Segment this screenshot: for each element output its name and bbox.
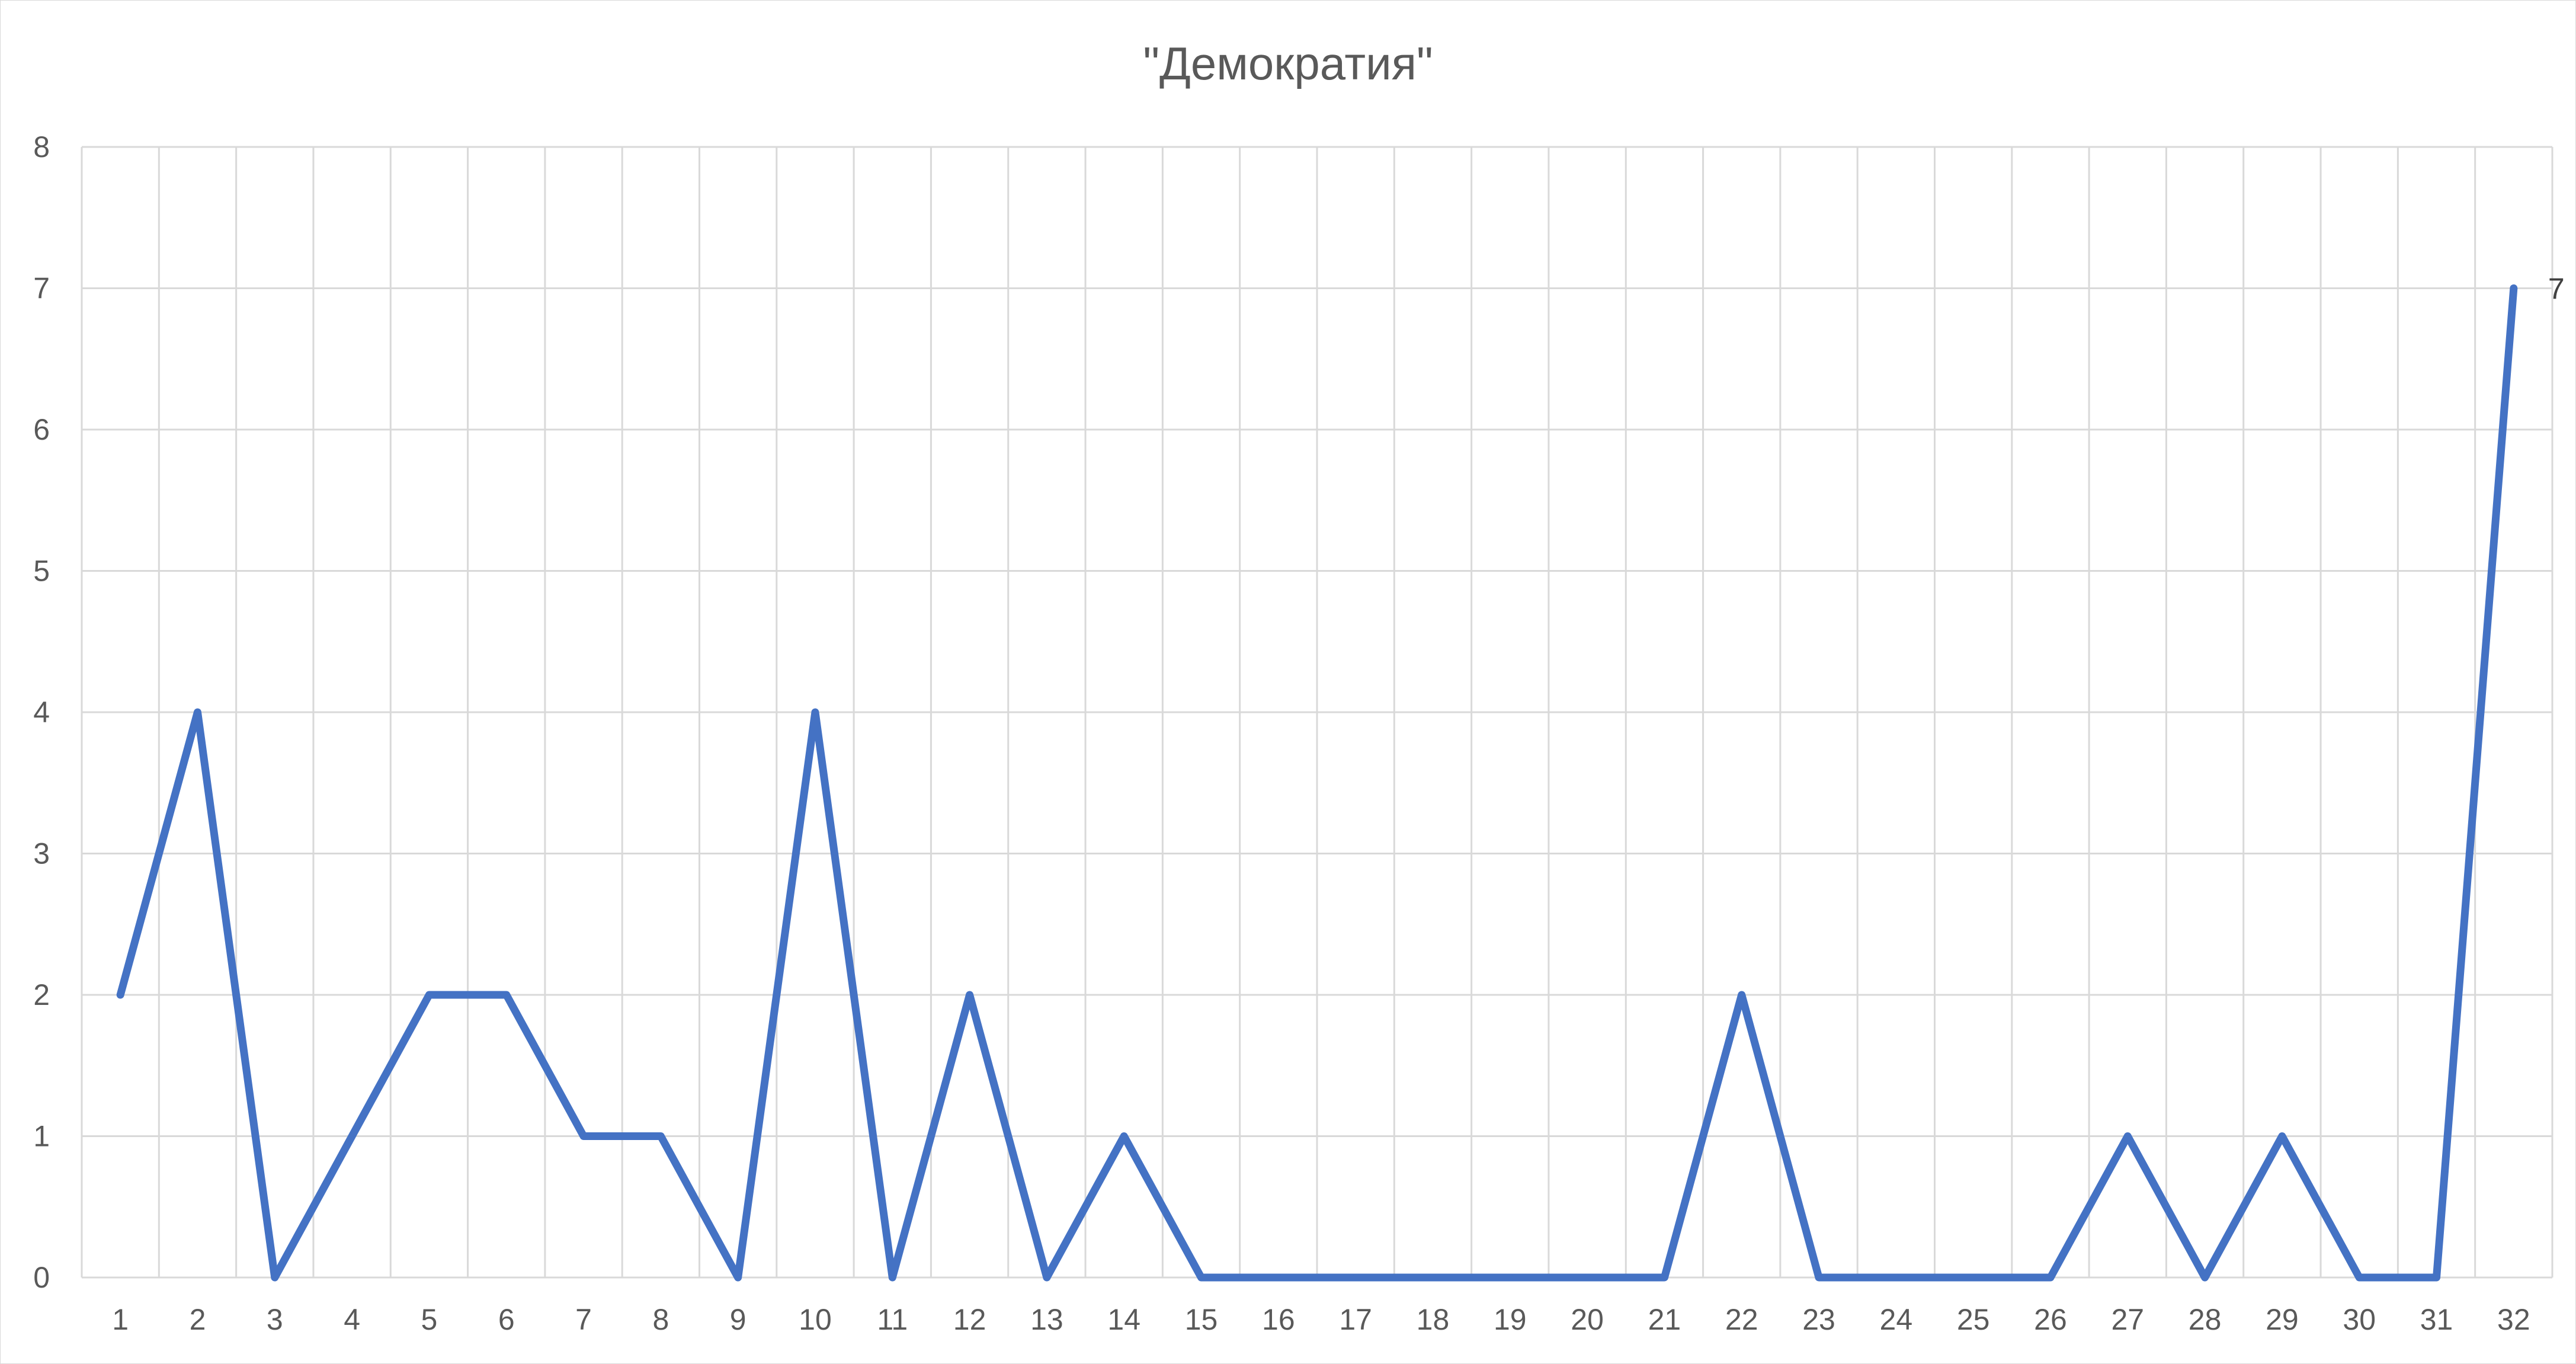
x-tick-label: 26 xyxy=(2034,1303,2067,1336)
y-tick-label: 1 xyxy=(33,1120,50,1153)
x-tick-label: 11 xyxy=(877,1303,908,1336)
x-tick-label: 12 xyxy=(953,1303,986,1336)
x-tick-label: 3 xyxy=(267,1303,283,1336)
data-point xyxy=(734,1274,742,1281)
x-tick-label: 22 xyxy=(1725,1303,1758,1336)
x-tick-label: 21 xyxy=(1648,1303,1681,1336)
data-point xyxy=(1892,1274,1900,1281)
x-tick-label: 30 xyxy=(2343,1303,2376,1336)
x-tick-label: 25 xyxy=(1957,1303,1990,1336)
y-tick-label: 8 xyxy=(33,130,50,164)
data-point xyxy=(1506,1274,1514,1281)
series-line-0 xyxy=(116,284,2518,1282)
x-tick-label: 4 xyxy=(344,1303,360,1336)
x-tick-label: 28 xyxy=(2189,1303,2222,1336)
data-point xyxy=(1969,1274,1977,1281)
data-point xyxy=(1815,1274,1823,1281)
x-tick-label: 19 xyxy=(1494,1303,1527,1336)
data-point xyxy=(348,1132,356,1140)
data-point xyxy=(1584,1274,1591,1281)
x-tick-label: 9 xyxy=(730,1303,746,1336)
y-tick-label: 4 xyxy=(33,696,50,729)
data-point xyxy=(580,1132,588,1140)
data-point xyxy=(657,1132,665,1140)
x-tick-label: 31 xyxy=(2420,1303,2453,1336)
data-point xyxy=(425,991,433,998)
y-tick-label: 3 xyxy=(33,837,50,870)
y-tick-label: 6 xyxy=(33,413,50,446)
x-tick-label: 5 xyxy=(421,1303,438,1336)
data-label-layer: 7 xyxy=(2548,273,2565,306)
data-point xyxy=(966,991,973,998)
x-tick-label: 24 xyxy=(1880,1303,1913,1336)
y-tick-label: 0 xyxy=(33,1261,50,1294)
chart-title: "Демократия" xyxy=(1143,37,1433,89)
x-tick-label: 29 xyxy=(2266,1303,2299,1336)
x-tick-label: 17 xyxy=(1339,1303,1372,1336)
x-axis-tick-labels: 1 2 3 4 5 6 7 8 9 10 11 12 13 14 15 16 17 18 19 20 21 22 23 24 2… xyxy=(112,1303,2530,1336)
x-tick-label: 14 xyxy=(1107,1303,1140,1336)
data-point xyxy=(811,709,819,716)
data-point xyxy=(1738,991,1745,998)
data-point xyxy=(1429,1274,1437,1281)
data-point xyxy=(117,991,124,998)
data-point xyxy=(1043,1274,1050,1281)
y-tick-label: 7 xyxy=(33,272,50,305)
x-tick-label: 7 xyxy=(575,1303,592,1336)
data-point xyxy=(2433,1274,2440,1281)
x-tick-label: 23 xyxy=(1802,1303,1835,1336)
x-tick-label: 6 xyxy=(498,1303,515,1336)
x-tick-label: 13 xyxy=(1030,1303,1063,1336)
data-point xyxy=(1120,1132,1128,1140)
data-point xyxy=(2356,1274,2363,1281)
data-point xyxy=(1197,1274,1205,1281)
x-tick-label: 2 xyxy=(190,1303,206,1336)
x-tick-label: 8 xyxy=(652,1303,669,1336)
x-tick-label: 27 xyxy=(2111,1303,2144,1336)
data-point xyxy=(2124,1132,2132,1140)
data-point xyxy=(194,709,201,716)
x-tick-label: 15 xyxy=(1185,1303,1218,1336)
data-point xyxy=(1274,1274,1282,1281)
data-point xyxy=(2510,284,2517,292)
data-point xyxy=(271,1274,278,1281)
data-point xyxy=(2278,1132,2286,1140)
x-tick-label: 32 xyxy=(2497,1303,2530,1336)
y-tick-label: 2 xyxy=(33,978,50,1011)
x-tick-label: 1 xyxy=(112,1303,129,1336)
data-point xyxy=(502,991,510,998)
x-tick-label: 18 xyxy=(1417,1303,1450,1336)
x-tick-label: 16 xyxy=(1262,1303,1295,1336)
series-layer xyxy=(116,284,2518,1282)
x-tick-label: 10 xyxy=(799,1303,832,1336)
grid-lines xyxy=(81,146,2553,1279)
data-label: 7 xyxy=(2548,273,2565,306)
data-point xyxy=(889,1274,896,1281)
y-tick-label: 5 xyxy=(33,555,50,588)
y-axis-tick-labels: 0 1 2 3 4 5 6 7 8 xyxy=(33,130,50,1294)
data-point xyxy=(2046,1274,2054,1281)
x-tick-label: 20 xyxy=(1571,1303,1604,1336)
data-point xyxy=(1352,1274,1360,1281)
data-point xyxy=(1661,1274,1668,1281)
data-point xyxy=(2201,1274,2209,1281)
